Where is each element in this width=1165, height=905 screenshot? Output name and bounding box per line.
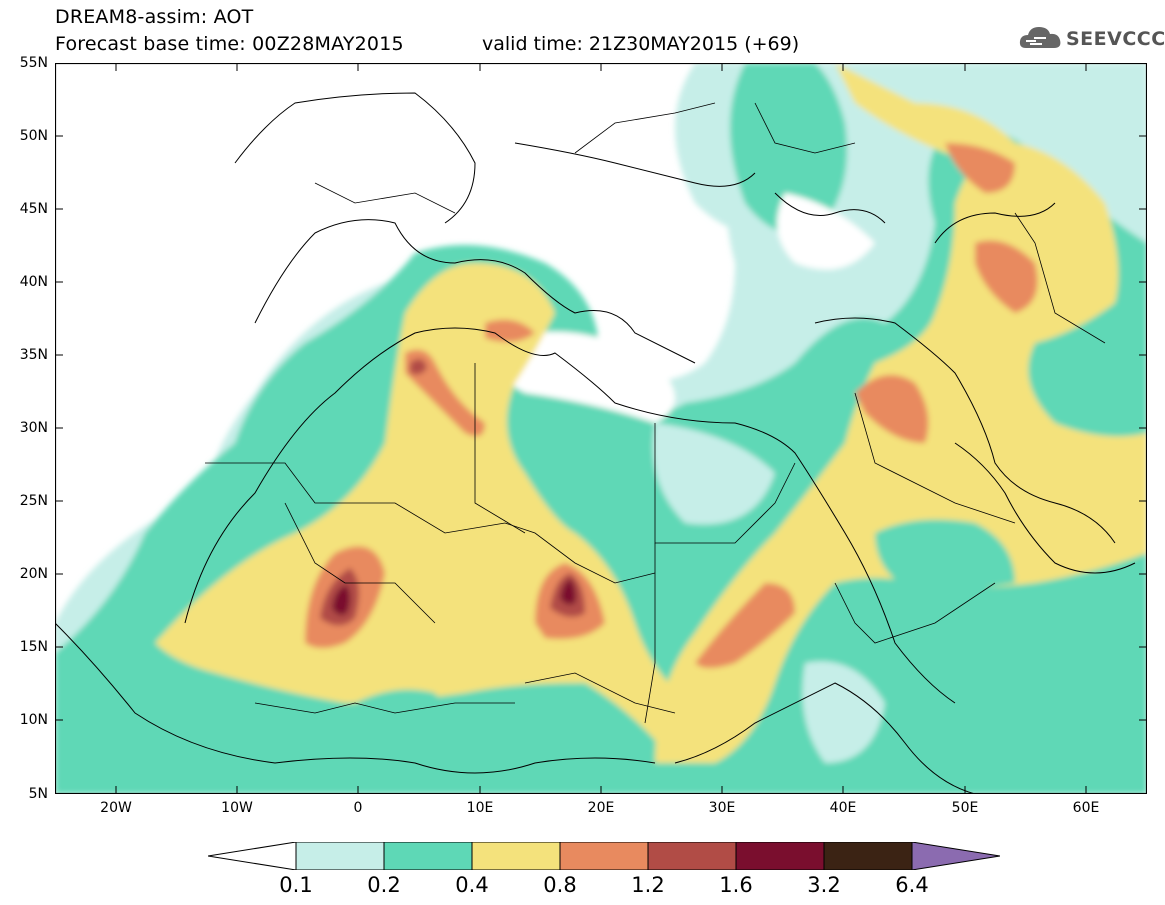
colorbar-label: 0.8: [543, 873, 577, 897]
lon-label: 60E: [1072, 800, 1100, 816]
lat-label: 5N: [28, 786, 48, 802]
lon-label: 50E: [951, 800, 979, 816]
colorbar-segment: [911, 842, 1000, 870]
lat-label: 30N: [19, 420, 48, 436]
lat-label: 55N: [19, 55, 48, 71]
aot-field: [55, 63, 1147, 794]
lon-label: 20W: [100, 800, 132, 816]
colorbar-segment: [471, 842, 561, 870]
lat-label: 50N: [19, 128, 48, 144]
country-borders: [205, 102, 1106, 724]
coastlines: [55, 92, 1136, 794]
lon-label: 10W: [221, 800, 253, 816]
cloud-icon: [1019, 27, 1061, 48]
lon-label: 30E: [708, 800, 736, 816]
colorbar-label: 0.1: [279, 873, 313, 897]
colorbar-segment: [823, 842, 913, 870]
colorbar-label: 0.2: [367, 873, 401, 897]
title: DREAM8-assim: AOT: [55, 6, 254, 28]
lon-label: 0: [353, 800, 363, 816]
colorbar-segment: [647, 842, 737, 870]
lat-label: 15N: [19, 639, 48, 655]
colorbar-segment: [735, 842, 825, 870]
logo-text: SEEVCCC: [1066, 28, 1165, 50]
colorbar-label: 3.2: [807, 873, 841, 897]
colorbar-segment: [383, 842, 473, 870]
valid-time: valid time: 21Z30MAY2015 (+69): [482, 33, 800, 55]
lon-label: 40E: [829, 800, 857, 816]
lat-label: 25N: [19, 493, 48, 509]
lat-label: 45N: [19, 201, 48, 217]
colorbar-segment: [208, 842, 297, 870]
colorbar: [208, 842, 1000, 870]
aot-map: [55, 63, 1147, 794]
lat-label: 10N: [19, 712, 48, 728]
lon-label: 10E: [466, 800, 494, 816]
forecast-base-time: Forecast base time: 00Z28MAY2015: [55, 33, 404, 55]
colorbar-segment: [295, 842, 385, 870]
lon-label: 20E: [587, 800, 615, 816]
colorbar-label: 1.2: [631, 873, 665, 897]
colorbar-label: 0.4: [455, 873, 489, 897]
colorbar-label: 6.4: [895, 873, 929, 897]
map-frame: [55, 63, 1147, 794]
lat-label: 35N: [19, 347, 48, 363]
lat-label: 40N: [19, 274, 48, 290]
colorbar-label: 1.6: [719, 873, 753, 897]
colorbar-segment: [559, 842, 649, 870]
axis-ticks: [55, 63, 1147, 794]
seevccc-logo: SEEVCCC: [1018, 22, 1165, 56]
lat-label: 20N: [19, 566, 48, 582]
